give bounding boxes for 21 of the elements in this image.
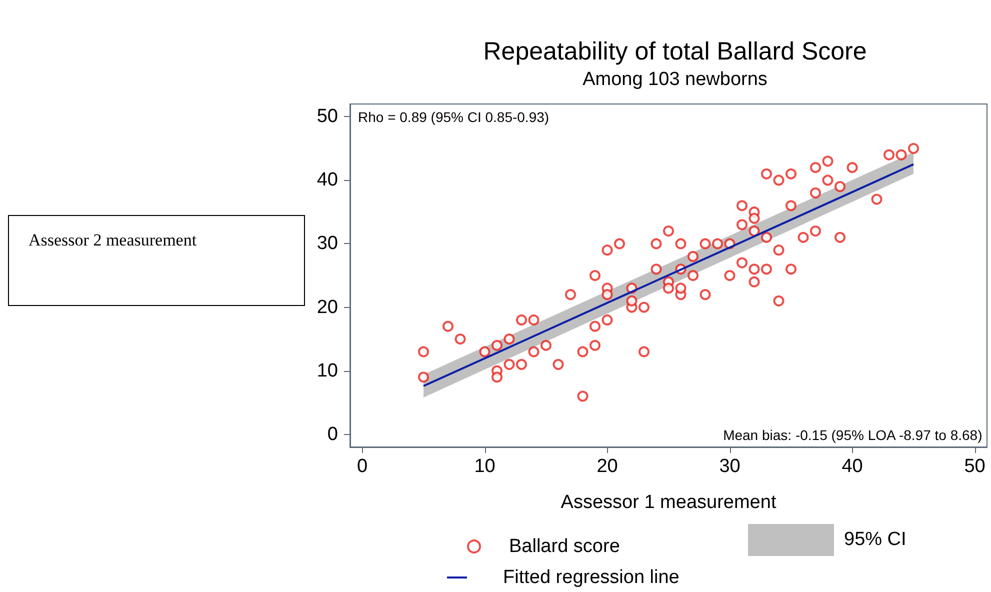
x-tick-label: 0	[356, 456, 368, 477]
y-tick-label: 40	[316, 170, 338, 191]
legend-label: Fitted regression line	[503, 567, 680, 588]
y-tick-label: 30	[316, 233, 338, 254]
y-tick-label: 20	[316, 296, 338, 318]
x-tick-label: 10	[474, 456, 496, 477]
x-tick-label: 20	[596, 456, 618, 477]
x-axis-title: Assessor 1 measurement	[560, 492, 777, 513]
y-tick-label: 50	[316, 106, 338, 128]
x-tick-label: 40	[842, 456, 863, 477]
annotation: Rho = 0.89 (95% CI 0.85-0.93)	[358, 109, 550, 125]
chart-subtitle: Among 103 newborns	[582, 69, 768, 90]
text: Assessor 2 measurement	[28, 230, 197, 250]
annotation: Mean bias: -0.15 (95% LOA -8.97 to 8.68)	[723, 427, 982, 443]
x-tick-label: 50	[964, 456, 986, 477]
chart-title: Repeatability of total Ballard Score	[483, 38, 867, 66]
x-tick-label: 30	[719, 456, 740, 477]
legend-label: Ballard score	[509, 536, 620, 557]
text: 95% CI	[844, 529, 906, 551]
y-tick-label: 0	[327, 424, 338, 445]
y-tick-label: 10	[316, 360, 338, 382]
